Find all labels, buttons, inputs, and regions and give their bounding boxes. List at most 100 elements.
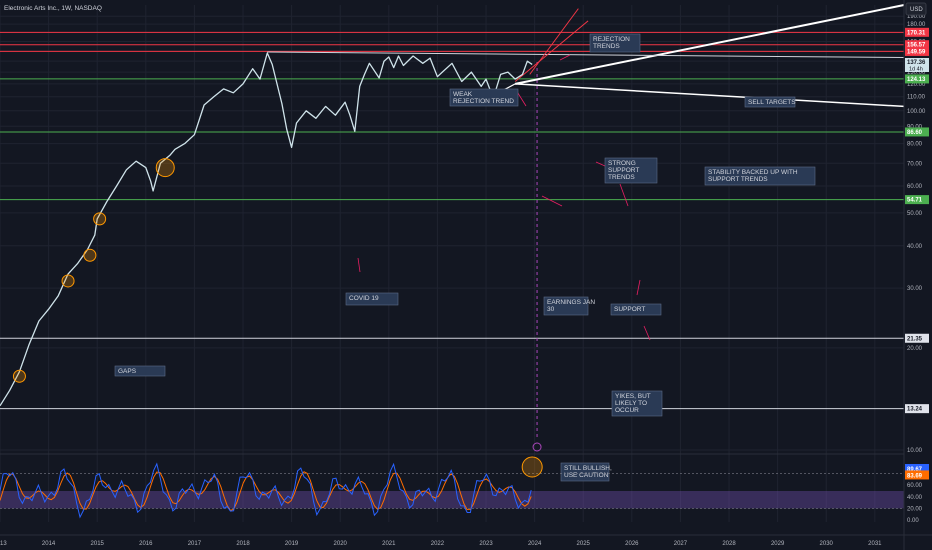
annotation-text: YIKES, BUT [615, 393, 651, 400]
annotation-text: STABILITY BACKED UP WITH [708, 169, 798, 176]
annotation-text: TRENDS [593, 43, 620, 50]
trendline [267, 51, 905, 59]
trendlines [267, 4, 905, 108]
level-badge-label: 54.71 [907, 198, 923, 204]
stoch-badge-label: 89.67 [907, 467, 923, 473]
currency-button[interactable] [905, 2, 927, 16]
annotation-text: OCCUR [615, 407, 639, 414]
x-tick-label: 2020 [334, 541, 348, 547]
annotation-support: SUPPORT [610, 303, 662, 316]
gap-circle [61, 274, 75, 288]
annotation-text: 30 [547, 306, 555, 313]
annotation-text: SELL TARGETS [748, 99, 796, 106]
level-badge [905, 404, 929, 414]
x-tick-label: 2013 [0, 541, 7, 547]
y-tick-label: 20.00 [907, 346, 923, 352]
level-badge-label: 156.57 [907, 43, 926, 49]
level-badge [905, 40, 929, 50]
y-tick-label: 30.00 [907, 286, 923, 292]
x-tick-label: 2021 [382, 541, 396, 547]
price-series [0, 52, 533, 407]
annotation-box [345, 292, 399, 306]
annotation-text: STILL BULLISH, [564, 465, 612, 472]
pointer-arrow [595, 161, 606, 167]
trendline [515, 83, 905, 108]
bar-countdown: 1d 4h [909, 66, 923, 72]
stoch-badge [905, 463, 929, 473]
x-tick-label: 2030 [820, 541, 834, 547]
rejection-line [514, 20, 589, 82]
annotation-box [610, 303, 662, 316]
y-tick-label: 110.00 [907, 95, 926, 101]
y-tick-label: 50.00 [907, 211, 923, 217]
trendline [514, 4, 905, 85]
x-tick-label: 2031 [868, 541, 882, 547]
level-badge-label: 21.35 [907, 336, 923, 342]
annotation-text: GAPS [118, 368, 137, 375]
stoch-tick-label: 60.00 [907, 483, 923, 489]
annotation-box [604, 157, 658, 184]
level-badge [905, 195, 929, 205]
x-tick-label: 2019 [285, 541, 299, 547]
annotation-text: COVID 19 [349, 295, 379, 302]
pointer-arrow [357, 257, 361, 273]
annotation-box [543, 296, 589, 316]
annotation-text: EARNINGS JAN [547, 299, 595, 306]
level-badge-label: 86.60 [907, 130, 923, 136]
chart-title: Electronic Arts Inc., 1W, NASDAQ [4, 5, 102, 12]
level-badge [905, 27, 929, 37]
level-badge-label: 124.13 [907, 77, 926, 83]
annotation-box [114, 365, 166, 377]
annotation-text: SUPPORT TRENDS [708, 176, 768, 183]
current-price-badge [905, 57, 929, 72]
y-tick-label: 130.00 [907, 70, 926, 76]
annotation-text: USE CAUTION [564, 472, 609, 479]
annotation-box [449, 88, 519, 107]
y-tick-label: 180.00 [907, 22, 926, 28]
annotation-box [744, 96, 796, 108]
x-tick-label: 2026 [625, 541, 639, 547]
pointer-arrow [643, 325, 651, 341]
y-tick-label: 40.00 [907, 244, 923, 250]
annotation-text: LIKELY TO [615, 400, 647, 407]
annotation-text: WEAK [453, 91, 473, 98]
x-tick-label: 2025 [577, 541, 591, 547]
stoch-badge-label: 83.69 [907, 473, 923, 479]
x-tick-label: 2015 [91, 541, 105, 547]
x-tick-label: 2022 [431, 541, 445, 547]
level-badge [905, 46, 929, 56]
annotation-box [704, 166, 816, 186]
y-tick-label: 10.00 [907, 448, 923, 454]
annotation-box [589, 33, 641, 53]
level-badge-label: 170.31 [907, 30, 926, 36]
gap-circle [12, 369, 26, 383]
x-tick-label: 2023 [479, 541, 493, 547]
y-tick-label: 60.00 [907, 184, 923, 190]
annotation-text: SUPPORT [608, 167, 639, 174]
rejection-line [529, 8, 579, 75]
x-tick-label: 2017 [188, 541, 202, 547]
y-tick-label: 100.00 [907, 109, 926, 115]
stochastic-circle [521, 456, 543, 478]
horizontal-levels [0, 31, 904, 410]
annotation-text: TRENDS [608, 174, 635, 181]
annotation-text: REJECTION [593, 36, 630, 43]
earnings-icon [532, 442, 542, 452]
y-tick-label: 90.00 [907, 124, 923, 130]
y-tick-label: 120.00 [907, 82, 926, 88]
level-badge [905, 127, 929, 137]
level-badge [905, 74, 929, 84]
annotation-text: SUPPORT [614, 306, 645, 313]
arrows [357, 54, 651, 341]
pointer-arrow [636, 279, 641, 296]
current-price-label: 137.36 [907, 60, 926, 66]
